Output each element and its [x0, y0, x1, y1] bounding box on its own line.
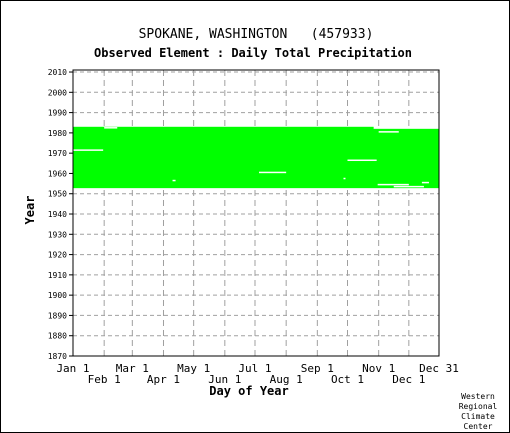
- year-bar: [73, 165, 439, 168]
- year-bar: [73, 185, 439, 189]
- y-tick-label: 1930: [48, 230, 67, 239]
- y-axis: 1870 1880 1890 1900 1910 1920 1930 1940 1950 1960…: [48, 68, 73, 361]
- y-tick-label: 1890: [48, 311, 67, 320]
- year-bar: [73, 171, 439, 174]
- year-bar: [73, 181, 439, 185]
- year-bar: [73, 134, 439, 138]
- y-tick-label: 2010: [48, 68, 67, 77]
- year-bar: [73, 151, 439, 154]
- year-bar: [73, 167, 439, 170]
- x-tick-label: Apr 1: [147, 373, 180, 386]
- y-tick-label: 2000: [48, 88, 67, 97]
- year-bar: [73, 149, 439, 152]
- missing-gap: [377, 183, 409, 186]
- x-axis-label: Day of Year: [209, 384, 288, 398]
- year-bar: [73, 136, 439, 140]
- year-bar: [73, 177, 439, 181]
- x-tick-label: Sep 1: [301, 362, 334, 375]
- year-bar: [73, 159, 439, 162]
- credit-line-1: Western: [461, 392, 495, 401]
- y-tick-label: 1880: [48, 332, 67, 341]
- year-bar: [73, 143, 439, 146]
- x-tick-label: Dec 31: [419, 362, 459, 375]
- year-bar: [73, 183, 439, 187]
- plot-area: [73, 70, 439, 356]
- missing-gap: [73, 149, 104, 151]
- y-tick-label: 1940: [48, 210, 67, 219]
- year-bar: [73, 161, 439, 164]
- x-tick-label: Nov 1: [362, 362, 395, 375]
- year-bar: [73, 163, 439, 166]
- plot-border: [72, 69, 440, 357]
- year-bar: [73, 132, 439, 136]
- x-tick-label: Jan 1: [56, 362, 89, 375]
- missing-gap: [104, 127, 118, 129]
- y-tick-label: 1960: [48, 169, 67, 178]
- year-bar: [73, 147, 439, 150]
- year-bar: [73, 153, 439, 156]
- missing-gap: [393, 185, 424, 188]
- y-tick-label: 1910: [48, 271, 67, 280]
- missing-data-gaps: [73, 127, 429, 188]
- credit-block: Western Regional Climate Center: [459, 392, 498, 431]
- year-bar: [73, 179, 439, 183]
- missing-gap: [378, 131, 399, 133]
- y-tick-label: 1990: [48, 109, 67, 118]
- year-bar: [73, 157, 439, 160]
- year-bar: [73, 155, 439, 158]
- y-tick-label: 1900: [48, 291, 67, 300]
- x-tick-label: Feb 1: [88, 373, 121, 386]
- year-bar: [73, 140, 439, 144]
- y-tick-label: 1950: [48, 190, 67, 199]
- year-bar: [73, 128, 439, 132]
- x-axis: Jan 1 Mar 1 May 1 Jul 1 Sep 1 Nov 1 Dec 31 Feb …: [56, 362, 458, 386]
- y-tick-label: 1980: [48, 129, 67, 138]
- x-tick-label: Jun 1: [208, 373, 241, 386]
- year-bar: [73, 173, 439, 176]
- year-bar: [73, 145, 439, 148]
- y-axis-label: Year: [23, 196, 37, 225]
- year-bar: [73, 175, 439, 179]
- x-tick-label: Aug 1: [270, 373, 303, 386]
- year-bar: [73, 126, 374, 130]
- chart-title: SPOKANE, WASHINGTON (457933): [139, 27, 374, 42]
- credit-line-3: Climate: [461, 412, 495, 421]
- y-tick-label: 1870: [48, 352, 67, 361]
- credit-line-4: Center: [464, 422, 493, 431]
- missing-gap: [259, 171, 287, 174]
- year-bar: [73, 138, 439, 142]
- missing-gap: [347, 159, 377, 162]
- credit-line-2: Regional: [459, 402, 498, 411]
- x-tick-label: Dec 1: [392, 373, 425, 386]
- chart-subtitle: Observed Element : Daily Total Precipita…: [94, 46, 412, 60]
- y-tick-label: 1970: [48, 149, 67, 158]
- x-tick-label: May 1: [177, 362, 210, 375]
- missing-gap: [421, 181, 429, 184]
- year-bar: [73, 130, 439, 134]
- x-tick-label: Jul 1: [238, 362, 271, 375]
- x-tick-label: Oct 1: [331, 373, 364, 386]
- y-tick-label: 1920: [48, 251, 67, 260]
- missing-gap: [172, 179, 176, 182]
- x-tick-label: Mar 1: [116, 362, 149, 375]
- missing-gap: [343, 177, 346, 180]
- data-bars: [73, 126, 439, 189]
- year-bar: [73, 169, 439, 172]
